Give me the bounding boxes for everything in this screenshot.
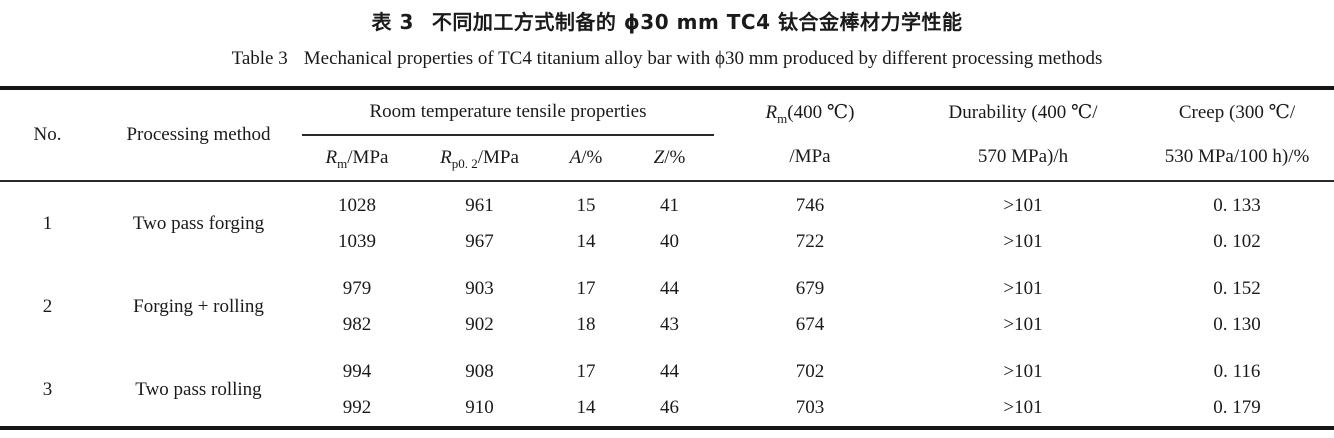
col-header-no: No. bbox=[33, 124, 62, 145]
table-title-zh: 表 3 不同加工方式制备的 ϕ30 mm TC4 钛合金棒材力学性能 bbox=[0, 6, 1334, 35]
rm400-subscript: m bbox=[777, 110, 788, 126]
col-group-room-temperature: Room temperature tensile properties bbox=[302, 88, 714, 136]
cell-rp02: 967 bbox=[465, 231, 494, 252]
reduction-symbol: Z bbox=[653, 147, 665, 168]
cell-durability: >101 bbox=[1003, 397, 1043, 418]
rm-symbol: R bbox=[325, 147, 338, 168]
table-number-zh: 表 3 bbox=[371, 10, 414, 34]
cell-creep: 0. 130 bbox=[1213, 314, 1261, 335]
header-row-sub: Rm/MPa Rp0. 2/MPa A/% Z/% bbox=[0, 135, 1334, 181]
cell-rp02: 961 bbox=[465, 195, 494, 216]
elongation-symbol: A bbox=[569, 147, 582, 168]
cell-creep: 0. 152 bbox=[1213, 278, 1261, 299]
cell-rp02: 902 bbox=[465, 314, 494, 335]
cell-durability: >101 bbox=[1003, 278, 1043, 299]
cell-rm400: 674 bbox=[795, 314, 825, 335]
cell-creep: 0. 102 bbox=[1213, 231, 1261, 252]
cell-no: 3 bbox=[42, 379, 53, 400]
cell-elongation: 14 bbox=[576, 397, 596, 418]
mechanical-properties-table: No. Processing method Room temperature t… bbox=[0, 86, 1334, 430]
rm400-line1: Rm(400 ℃) bbox=[714, 91, 906, 135]
table-row: 1039 967 14 40 722 >101 0. 102 bbox=[0, 224, 1334, 260]
cell-rm400: 746 bbox=[795, 195, 825, 216]
cell-creep: 0. 179 bbox=[1213, 397, 1261, 418]
rp02-symbol: R bbox=[440, 147, 452, 168]
cell-reduction: 43 bbox=[660, 314, 679, 335]
cell-rp02: 910 bbox=[465, 397, 494, 418]
cell-elongation: 17 bbox=[576, 361, 596, 382]
rm-subscript: m bbox=[337, 155, 348, 171]
table-row: 982 902 18 43 674 >101 0. 130 bbox=[0, 307, 1334, 343]
col-header-rm-400c: Rm(400 ℃) /MPa bbox=[714, 88, 906, 181]
table-captions: 表 3 不同加工方式制备的 ϕ30 mm TC4 钛合金棒材力学性能 Table … bbox=[0, 6, 1334, 70]
cell-reduction: 44 bbox=[660, 278, 679, 299]
cell-durability: >101 bbox=[1003, 314, 1043, 335]
cell-elongation: 14 bbox=[576, 231, 596, 252]
cell-rp02: 908 bbox=[465, 361, 494, 382]
cell-elongation: 15 bbox=[576, 195, 596, 216]
rm400-line2: /MPa bbox=[789, 146, 831, 167]
durability-line2: 570 MPa)/h bbox=[977, 146, 1069, 167]
rp02-unit: /MPa bbox=[477, 147, 519, 168]
rm-unit: /MPa bbox=[347, 147, 389, 168]
table-row: 992 910 14 46 703 >101 0. 179 bbox=[0, 390, 1334, 428]
rp02-subscript: p0. 2 bbox=[451, 155, 478, 171]
cell-processing-method: Two pass rolling bbox=[135, 379, 262, 400]
table-number-en: Table 3 bbox=[231, 48, 288, 69]
creep-line2: 530 MPa/100 h)/% bbox=[1164, 146, 1310, 167]
cell-rm: 1028 bbox=[338, 195, 376, 216]
header-row-spanner: No. Processing method Room temperature t… bbox=[0, 88, 1334, 167]
table-row: 3 Two pass rolling 994 908 17 44 702 >10… bbox=[0, 343, 1334, 400]
cell-creep: 0. 133 bbox=[1213, 195, 1261, 216]
table-title-en: Table 3 Mechanical properties of TC4 tita… bbox=[0, 48, 1334, 70]
cell-durability: >101 bbox=[1003, 361, 1043, 382]
table-title-zh-text: 不同加工方式制备的 ϕ30 mm TC4 钛合金棒材力学性能 bbox=[431, 10, 963, 34]
table-row: 1 Two pass forging 1028 961 15 41 746 >1… bbox=[0, 181, 1334, 234]
cell-rm: 982 bbox=[342, 314, 372, 335]
cell-no: 2 bbox=[42, 296, 53, 317]
cell-rm: 1039 bbox=[338, 231, 376, 252]
rm400-condition: (400 ℃) bbox=[787, 102, 855, 123]
cell-reduction: 40 bbox=[660, 231, 679, 252]
cell-reduction: 41 bbox=[660, 195, 679, 216]
cell-rm: 992 bbox=[342, 397, 372, 418]
col-header-rm: Rm/MPa bbox=[302, 135, 412, 181]
cell-rm: 979 bbox=[342, 278, 372, 299]
cell-creep: 0. 116 bbox=[1213, 361, 1261, 382]
cell-processing-method: Two pass forging bbox=[132, 213, 265, 234]
table-row: 2 Forging + rolling 979 903 17 44 679 >1… bbox=[0, 260, 1334, 317]
cell-no: 1 bbox=[42, 213, 53, 234]
reduction-unit: /% bbox=[664, 147, 686, 168]
cell-rm400: 702 bbox=[795, 361, 825, 382]
cell-reduction: 46 bbox=[660, 397, 679, 418]
cell-rp02: 903 bbox=[465, 278, 494, 299]
col-header-reduction: Z/% bbox=[625, 135, 714, 181]
col-header-durability: Durability (400 ℃/ 570 MPa)/h bbox=[906, 88, 1140, 181]
col-header-creep: Creep (300 ℃/ 530 MPa/100 h)/% bbox=[1140, 88, 1334, 181]
rm400-symbol: R bbox=[765, 102, 778, 123]
cell-rm400: 679 bbox=[795, 278, 825, 299]
col-header-rp02: Rp0. 2/MPa bbox=[412, 135, 547, 181]
cell-processing-method: Forging + rolling bbox=[133, 296, 264, 317]
table-header: No. Processing method Room temperature t… bbox=[0, 88, 1334, 181]
creep-line1: Creep (300 ℃/ bbox=[1178, 102, 1296, 123]
table-title-en-text: Mechanical properties of TC4 titanium al… bbox=[303, 48, 1103, 69]
cell-reduction: 44 bbox=[660, 361, 679, 382]
elongation-unit: /% bbox=[581, 147, 603, 168]
cell-elongation: 17 bbox=[576, 278, 596, 299]
cell-elongation: 18 bbox=[576, 314, 596, 335]
col-header-elongation: A/% bbox=[547, 135, 625, 181]
table-body: 1 Two pass forging 1028 961 15 41 746 >1… bbox=[0, 181, 1334, 428]
cell-durability: >101 bbox=[1003, 195, 1043, 216]
cell-rm: 994 bbox=[342, 361, 372, 382]
durability-line1: Durability (400 ℃/ bbox=[948, 102, 1098, 123]
cell-durability: >101 bbox=[1003, 231, 1043, 252]
cell-rm400: 722 bbox=[795, 231, 825, 252]
col-header-processing-method: Processing method bbox=[126, 124, 271, 145]
cell-rm400: 703 bbox=[795, 397, 825, 418]
